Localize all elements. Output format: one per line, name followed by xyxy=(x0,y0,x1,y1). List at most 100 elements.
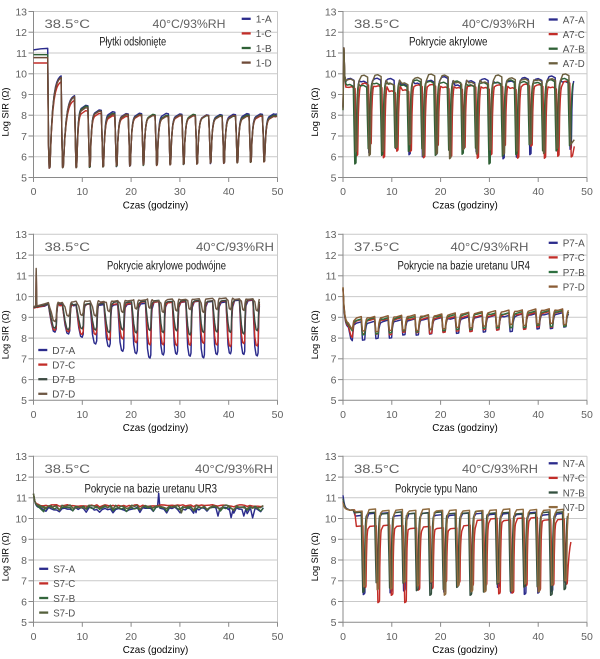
svg-text:37.5°C: 37.5°C xyxy=(354,240,400,254)
svg-text:11: 11 xyxy=(16,48,27,60)
svg-text:6: 6 xyxy=(21,152,27,164)
svg-text:P7-C: P7-C xyxy=(563,252,585,264)
svg-text:40°C/93%RH: 40°C/93%RH xyxy=(462,17,535,31)
svg-text:10: 10 xyxy=(15,291,27,303)
svg-text:Pokrycie typu Nano: Pokrycie typu Nano xyxy=(395,484,478,496)
svg-text:50: 50 xyxy=(272,631,284,643)
svg-text:40°C/93%RH: 40°C/93%RH xyxy=(462,462,538,476)
svg-text:5: 5 xyxy=(21,617,27,629)
svg-text:12: 12 xyxy=(325,250,337,262)
svg-text:10: 10 xyxy=(76,631,88,643)
svg-text:30: 30 xyxy=(174,186,186,198)
svg-text:13: 13 xyxy=(15,229,27,241)
svg-text:P7-D: P7-D xyxy=(563,281,585,293)
svg-text:Log SIR (Ω): Log SIR (Ω) xyxy=(310,310,321,359)
svg-text:D7-D: D7-D xyxy=(52,389,75,401)
svg-text:40: 40 xyxy=(223,631,235,643)
svg-text:13: 13 xyxy=(325,229,337,241)
svg-text:9: 9 xyxy=(21,534,27,546)
svg-text:Log SIR (Ω): Log SIR (Ω) xyxy=(1,532,12,581)
svg-text:A7-A: A7-A xyxy=(563,14,585,26)
svg-text:12: 12 xyxy=(15,250,27,262)
svg-text:Czas (godziny): Czas (godziny) xyxy=(432,199,498,211)
svg-text:12: 12 xyxy=(15,27,27,39)
svg-text:40: 40 xyxy=(532,409,544,421)
svg-text:6: 6 xyxy=(21,596,27,608)
svg-text:7: 7 xyxy=(331,354,337,366)
svg-text:6: 6 xyxy=(331,152,337,164)
svg-text:38.5°C: 38.5°C xyxy=(45,17,91,31)
svg-text:0: 0 xyxy=(340,186,346,198)
svg-text:S7-A: S7-A xyxy=(53,564,75,576)
svg-text:Pokrycie akrylowe: Pokrycie akrylowe xyxy=(409,36,488,48)
svg-text:30: 30 xyxy=(484,631,496,643)
svg-text:11: 11 xyxy=(326,271,337,283)
svg-text:S7-D: S7-D xyxy=(53,607,75,619)
svg-text:40: 40 xyxy=(532,186,544,198)
svg-text:D7-B: D7-B xyxy=(52,374,75,386)
svg-text:20: 20 xyxy=(125,409,137,421)
svg-text:10: 10 xyxy=(325,291,337,303)
svg-text:A7-D: A7-D xyxy=(563,58,585,70)
svg-text:40°C/93%RH: 40°C/93%RH xyxy=(196,240,274,254)
svg-text:7: 7 xyxy=(21,354,27,366)
svg-text:0: 0 xyxy=(340,631,346,643)
svg-text:10: 10 xyxy=(386,409,398,421)
svg-text:6: 6 xyxy=(21,374,27,386)
svg-text:8: 8 xyxy=(21,333,27,345)
svg-text:Czas (godziny): Czas (godziny) xyxy=(123,422,189,434)
svg-text:20: 20 xyxy=(435,631,447,643)
svg-text:1-A: 1-A xyxy=(256,14,272,26)
svg-text:0: 0 xyxy=(31,186,37,198)
svg-text:7: 7 xyxy=(331,131,337,143)
svg-text:A7-C: A7-C xyxy=(563,29,585,41)
svg-text:13: 13 xyxy=(15,451,27,463)
svg-text:11: 11 xyxy=(326,48,337,60)
svg-text:20: 20 xyxy=(435,409,447,421)
svg-text:P7-B: P7-B xyxy=(563,267,585,279)
svg-text:38.5°C: 38.5°C xyxy=(354,462,400,476)
svg-text:5: 5 xyxy=(331,172,337,184)
svg-text:10: 10 xyxy=(386,631,398,643)
svg-text:9: 9 xyxy=(21,312,27,324)
svg-text:38.5°C: 38.5°C xyxy=(45,240,91,254)
svg-text:10: 10 xyxy=(386,186,398,198)
svg-text:5: 5 xyxy=(21,395,27,407)
svg-text:0: 0 xyxy=(31,409,37,421)
svg-text:D7-A: D7-A xyxy=(52,345,75,357)
svg-text:8: 8 xyxy=(331,555,337,567)
svg-text:9: 9 xyxy=(21,89,27,101)
svg-text:7: 7 xyxy=(21,131,27,143)
svg-text:12: 12 xyxy=(325,27,337,39)
svg-text:7: 7 xyxy=(331,576,337,588)
svg-text:Czas (godziny): Czas (godziny) xyxy=(123,644,189,656)
svg-text:10: 10 xyxy=(76,409,88,421)
svg-text:Log SIR (Ω): Log SIR (Ω) xyxy=(310,88,321,137)
svg-text:1-B: 1-B xyxy=(256,43,272,55)
svg-text:20: 20 xyxy=(435,186,447,198)
svg-text:Pokrycie na bazie uretanu UR4: Pokrycie na bazie uretanu UR4 xyxy=(397,261,530,273)
svg-text:5: 5 xyxy=(331,617,337,629)
svg-text:Czas (godziny): Czas (godziny) xyxy=(432,422,498,434)
svg-text:10: 10 xyxy=(15,69,27,81)
svg-text:50: 50 xyxy=(581,409,593,421)
svg-text:Czas (godziny): Czas (godziny) xyxy=(123,199,189,211)
svg-text:30: 30 xyxy=(484,409,496,421)
svg-text:Log SIR (Ω): Log SIR (Ω) xyxy=(310,532,321,581)
svg-text:0: 0 xyxy=(31,631,37,643)
svg-text:11: 11 xyxy=(16,493,27,505)
svg-text:7: 7 xyxy=(21,576,27,588)
svg-text:50: 50 xyxy=(581,631,593,643)
svg-text:8: 8 xyxy=(331,110,337,122)
svg-text:20: 20 xyxy=(125,186,137,198)
svg-text:40°C/93%RH: 40°C/93%RH xyxy=(153,17,226,31)
svg-text:38.5°C: 38.5°C xyxy=(354,17,400,31)
svg-text:13: 13 xyxy=(325,451,337,463)
svg-text:9: 9 xyxy=(331,89,337,101)
svg-text:40: 40 xyxy=(223,186,235,198)
svg-text:30: 30 xyxy=(174,409,186,421)
svg-text:Log SIR (Ω): Log SIR (Ω) xyxy=(1,310,12,359)
svg-text:8: 8 xyxy=(21,110,27,122)
svg-text:P7-A: P7-A xyxy=(563,238,585,250)
svg-text:S7-C: S7-C xyxy=(53,578,75,590)
